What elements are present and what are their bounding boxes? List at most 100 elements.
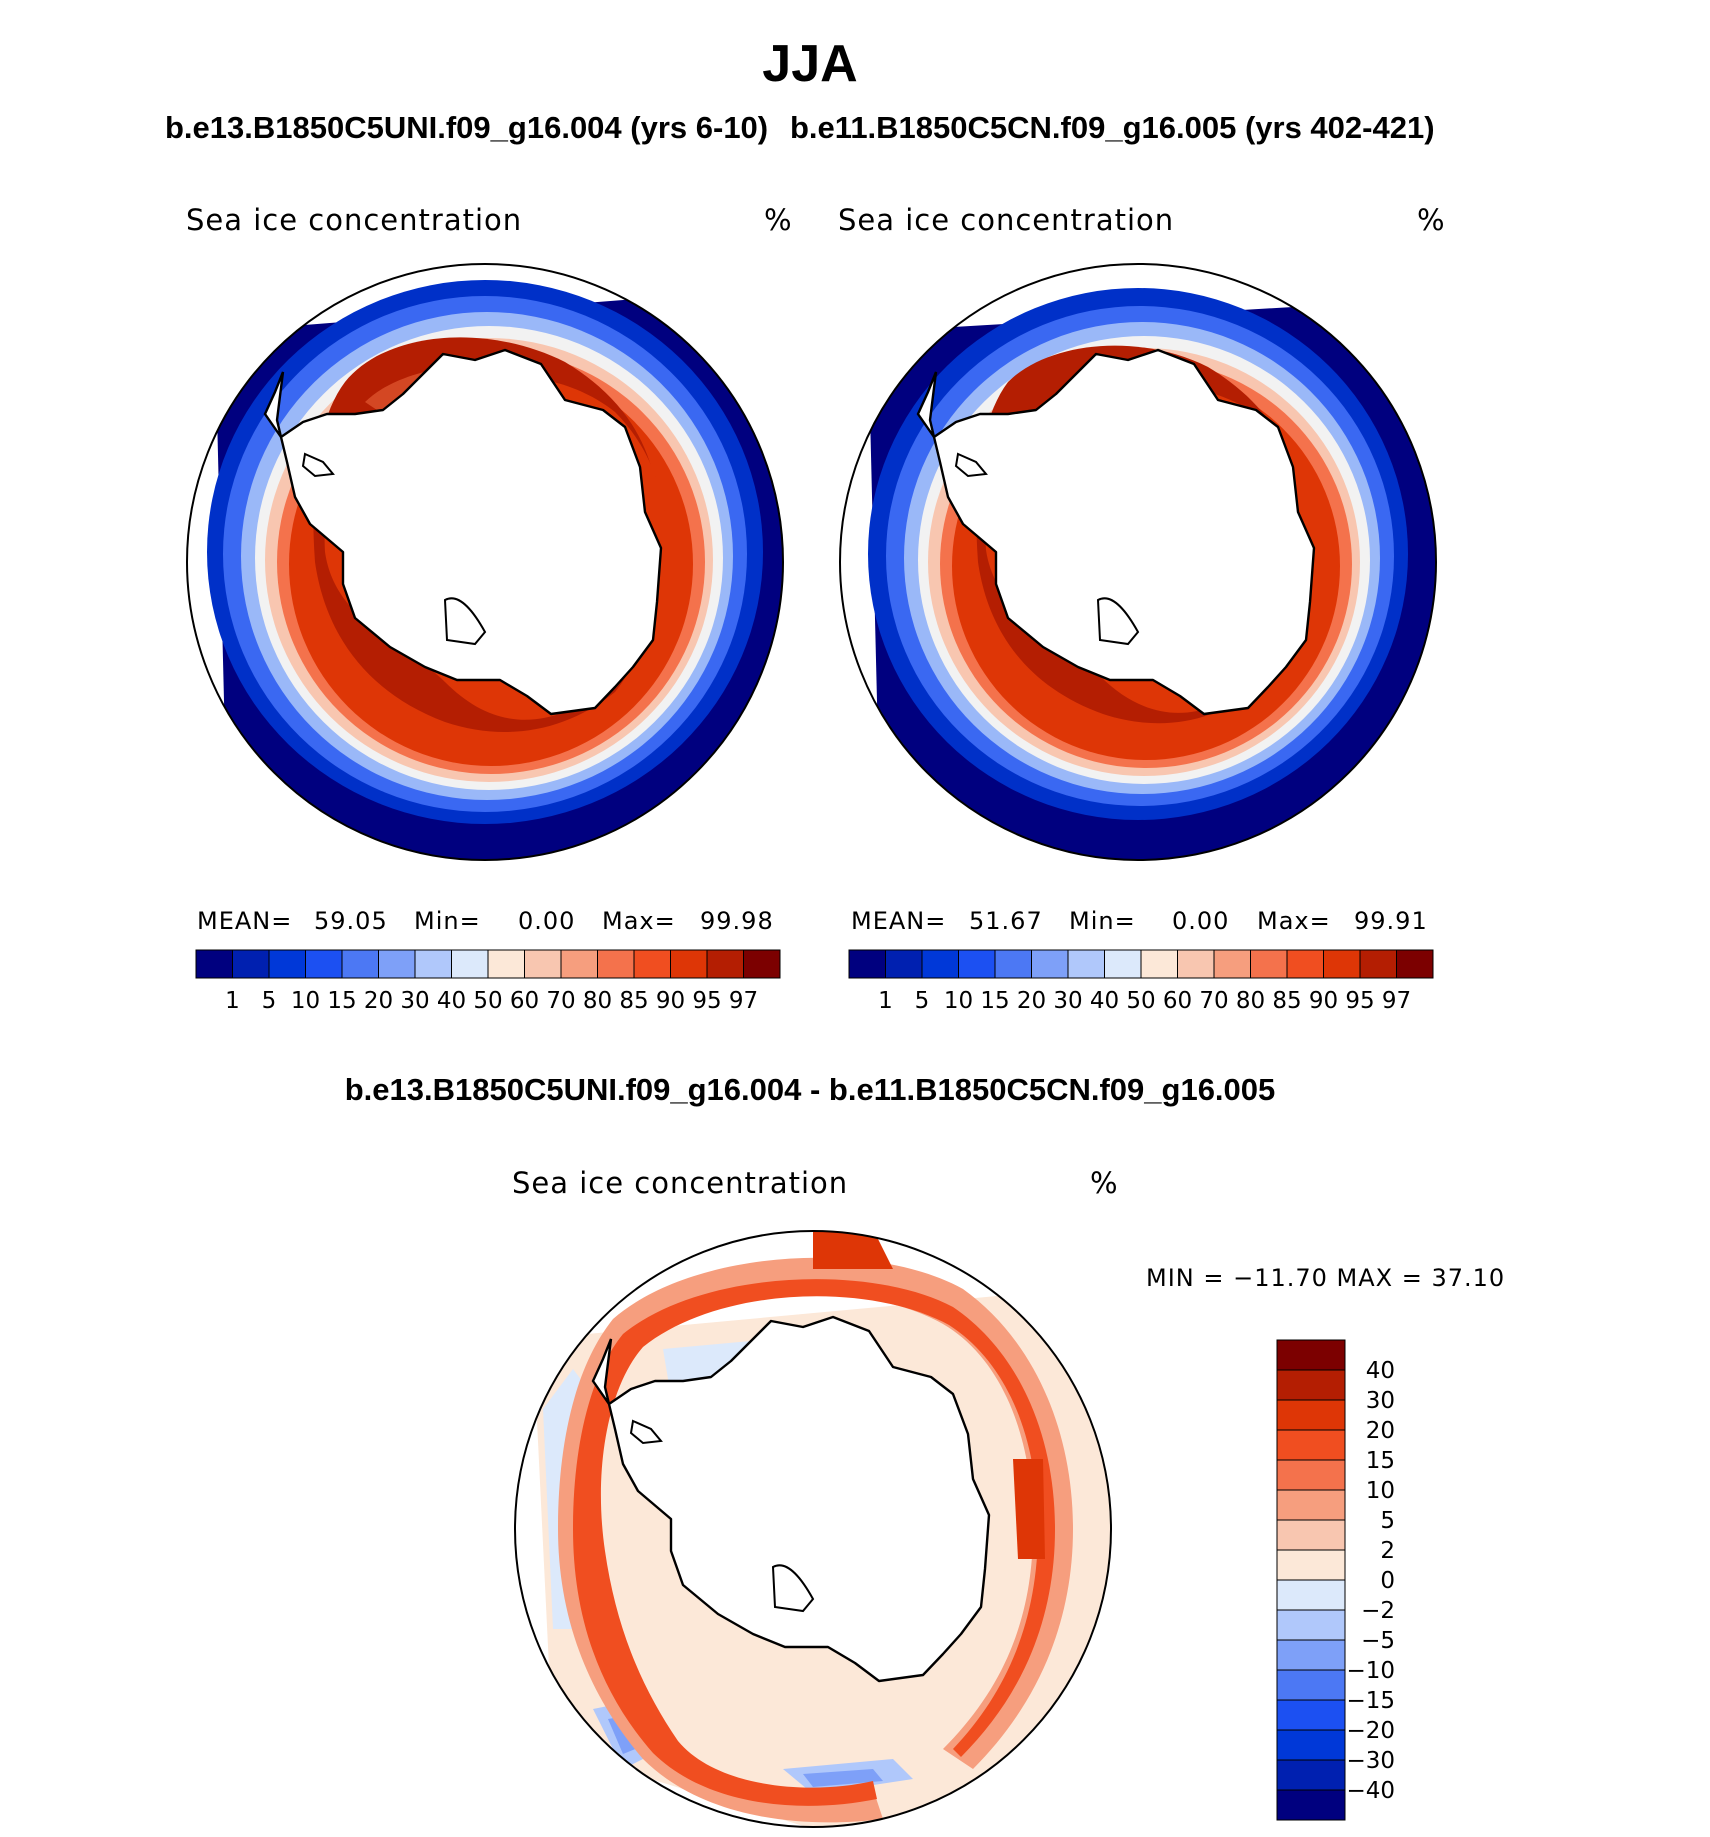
right-colorbar-tick-label: 50 [1126, 988, 1155, 1014]
left-colorbar-tick-label: 60 [510, 988, 539, 1014]
difference-colorbar-swatch [1276, 1549, 1346, 1581]
left-colorbar-swatch [268, 949, 306, 979]
right-colorbar-tick-label: 85 [1272, 988, 1301, 1014]
right-max-label: Max= [1257, 907, 1331, 935]
difference-colorbar-swatch [1276, 1369, 1346, 1401]
left-colorbar-swatch [560, 949, 598, 979]
right-colorbar-tick-label: 60 [1163, 988, 1192, 1014]
difference-colorbar-swatch [1276, 1609, 1346, 1641]
left-colorbar-swatch [670, 949, 708, 979]
left-variable-label: Sea ice concentration [186, 203, 523, 237]
left-colorbar-swatch [487, 949, 525, 979]
left-colorbar: 1 5 10 15 20 30 40 50 60 70 80 85 90 95 97 [195, 949, 781, 1014]
right-concentration-map [839, 263, 1437, 861]
left-colorbar-swatch [597, 949, 635, 979]
left-min-value: 0.00 [518, 907, 576, 935]
right-colorbar-tick-label: 30 [1053, 988, 1082, 1014]
right-colorbar-tick-label: 40 [1090, 988, 1119, 1014]
right-colorbar-tick-label: 15 [980, 988, 1009, 1014]
difference-colorbar-tick-label: −40 [1346, 1778, 1395, 1804]
right-colorbar-swatch [1396, 949, 1434, 979]
difference-colorbar-swatch [1276, 1339, 1346, 1371]
right-min-value: 0.00 [1172, 907, 1230, 935]
left-colorbar-tick-label: 10 [291, 988, 320, 1014]
right-colorbar-tick-label: 95 [1345, 988, 1374, 1014]
left-colorbar-swatch [378, 949, 416, 979]
difference-colorbar-tick-label: −2 [1361, 1598, 1395, 1624]
left-colorbar-tick-label: 70 [546, 988, 575, 1014]
difference-colorbar-tick-label: 15 [1366, 1448, 1395, 1474]
difference-colorbar-swatch [1276, 1639, 1346, 1671]
difference-colorbar-swatch [1276, 1789, 1346, 1821]
right-colorbar-swatch [1031, 949, 1069, 979]
difference-colorbar-swatch [1276, 1699, 1346, 1731]
right-colorbar-tick-label: 90 [1309, 988, 1338, 1014]
right-colorbar-swatch [1250, 949, 1288, 979]
right-mean-value: 51.67 [969, 907, 1043, 935]
difference-colorbar-swatch [1276, 1729, 1346, 1761]
difference-colorbar-swatch [1276, 1429, 1346, 1461]
season-title: JJA [762, 35, 858, 93]
right-colorbar-tick-label: 20 [1017, 988, 1046, 1014]
right-colorbar-swatch [885, 949, 923, 979]
right-max-value: 99.91 [1354, 907, 1428, 935]
left-colorbar-tick-label: 1 [225, 988, 240, 1014]
left-mean-label: MEAN= [197, 907, 293, 935]
left-colorbar-swatch [706, 949, 744, 979]
right-colorbar-tick-label: 80 [1236, 988, 1265, 1014]
difference-colorbar-swatch [1276, 1759, 1346, 1791]
left-colorbar-tick-label: 15 [327, 988, 356, 1014]
difference-colorbar-swatch [1276, 1459, 1346, 1491]
difference-colorbar-tick-label: 40 [1366, 1358, 1395, 1384]
right-colorbar-swatch [921, 949, 959, 979]
left-max-value: 99.98 [700, 907, 774, 935]
left-colorbar-swatch [743, 949, 781, 979]
difference-colorbar-tick-label: 30 [1366, 1388, 1395, 1414]
left-colorbar-tick-label: 95 [692, 988, 721, 1014]
difference-colorbar-tick-label: 0 [1380, 1568, 1395, 1594]
left-colorbar-tick-label: 80 [583, 988, 612, 1014]
difference-colorbar-swatch [1276, 1489, 1346, 1521]
left-colorbar-tick-label: 50 [473, 988, 502, 1014]
right-colorbar-swatch [848, 949, 886, 979]
right-colorbar-swatch [1213, 949, 1251, 979]
difference-colorbar-swatch [1276, 1399, 1346, 1431]
right-units-label: % [1417, 203, 1446, 237]
left-colorbar-tick-label: 97 [729, 988, 758, 1014]
left-colorbar-swatch [451, 949, 489, 979]
diff-variable-label: Sea ice concentration [512, 1166, 849, 1200]
difference-colorbar-swatch [1276, 1669, 1346, 1701]
diff-minmax-text: MIN = −11.70 MAX = 37.10 [1146, 1264, 1506, 1292]
right-colorbar-swatch [1067, 949, 1105, 979]
right-colorbar-swatch [1359, 949, 1397, 979]
left-colorbar-tick-label: 20 [364, 988, 393, 1014]
left-case-title: b.e13.B1850C5UNI.f09_g16.004 (yrs 6-10) [165, 110, 769, 145]
left-colorbar-swatch [414, 949, 452, 979]
difference-colorbar-tick-label: −10 [1346, 1658, 1395, 1684]
right-colorbar: 1 5 10 15 20 30 40 50 60 70 80 85 90 95 97 [848, 949, 1434, 1014]
difference-colorbar-tick-label: −30 [1346, 1748, 1395, 1774]
left-colorbar-swatch [232, 949, 270, 979]
left-min-label: Min= [414, 907, 481, 935]
right-colorbar-swatch [994, 949, 1032, 979]
difference-colorbar-swatch [1276, 1579, 1346, 1611]
right-colorbar-swatch [1177, 949, 1215, 979]
right-case-title: b.e11.B1850C5CN.f09_g16.005 (yrs 402-421… [790, 110, 1435, 145]
right-colorbar-tick-label: 5 [915, 988, 930, 1014]
right-variable-label: Sea ice concentration [838, 203, 1175, 237]
left-colorbar-swatch [524, 949, 562, 979]
left-colorbar-tick-label: 90 [656, 988, 685, 1014]
right-colorbar-tick-label: 10 [944, 988, 973, 1014]
right-mean-label: MEAN= [851, 907, 947, 935]
difference-map [514, 1230, 1112, 1828]
right-colorbar-tick-label: 97 [1382, 988, 1411, 1014]
difference-colorbar-tick-label: 5 [1380, 1508, 1395, 1534]
left-units-label: % [764, 203, 793, 237]
left-colorbar-tick-label: 30 [400, 988, 429, 1014]
difference-colorbar-swatch [1276, 1519, 1346, 1551]
left-colorbar-swatch [305, 949, 343, 979]
right-colorbar-swatch [1323, 949, 1361, 979]
right-colorbar-swatch [1286, 949, 1324, 979]
diff-units-label: % [1090, 1166, 1119, 1200]
